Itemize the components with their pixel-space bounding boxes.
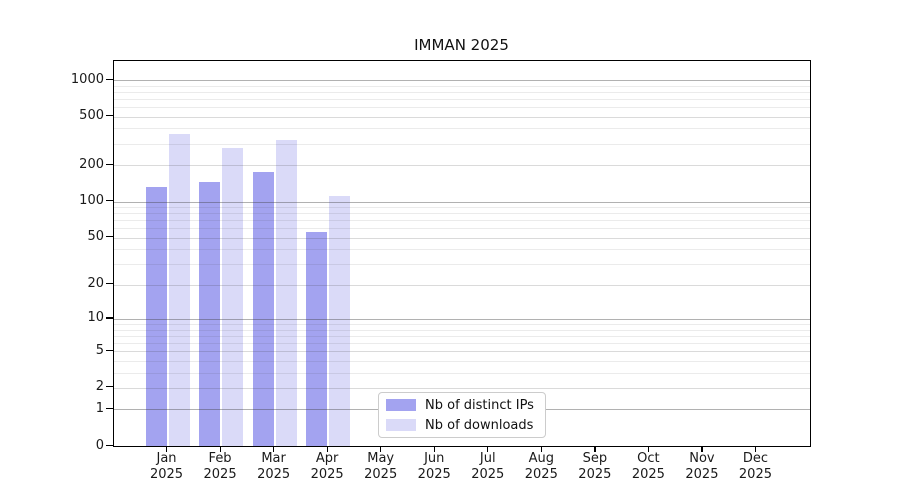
x-tick-mark-feb [219, 446, 221, 452]
y-tick-mark-100 [106, 200, 113, 202]
gridline-500 [114, 116, 810, 118]
gridline-2 [114, 387, 810, 389]
y-tick-mark-1 [106, 407, 113, 409]
bar-distinct-ips-jan [145, 186, 167, 446]
gridline-30 [114, 264, 810, 266]
y-tick-mark-0 [106, 444, 113, 446]
x-tick-mark-mar [273, 446, 275, 452]
bar-distinct-ips-mar [252, 171, 274, 446]
y-tick-label-5: 5 [95, 342, 104, 358]
legend-label-distinct-ips: Nb of distinct IPs [425, 397, 534, 413]
y-tick-mark-2 [106, 386, 113, 388]
bar-downloads-jan [168, 134, 190, 446]
gridline-8 [114, 329, 810, 331]
x-tick-label-nov: Nov 2025 [685, 451, 719, 482]
y-tick-label-50: 50 [87, 229, 104, 245]
gridline-10 [114, 318, 810, 320]
gridline-400 [114, 128, 810, 130]
x-tick-label-jun: Jun 2025 [417, 451, 451, 482]
bar-distinct-ips-apr [306, 231, 328, 446]
y-tick-label-1: 1 [95, 400, 104, 416]
gridline-80 [114, 213, 810, 215]
y-tick-label-10: 10 [87, 310, 104, 326]
gridline-6 [114, 342, 810, 344]
x-tick-label-dec: Dec 2025 [738, 451, 772, 482]
x-tick-label-jul: Jul 2025 [471, 451, 505, 482]
y-tick-label-20: 20 [87, 276, 104, 292]
x-tick-label-oct: Oct 2025 [631, 451, 665, 482]
gridline-50 [114, 237, 810, 239]
gridline-600 [114, 107, 810, 109]
y-tick-mark-500 [106, 115, 113, 117]
x-tick-label-mar: Mar 2025 [257, 451, 291, 482]
x-tick-label-sep: Sep 2025 [578, 451, 612, 482]
legend-item-downloads: Nb of downloads [386, 418, 545, 433]
bar-downloads-feb [222, 148, 244, 446]
gridline-20 [114, 284, 810, 286]
gridline-40 [114, 249, 810, 251]
x-tick-mark-apr [326, 446, 328, 452]
y-tick-mark-200 [106, 163, 113, 165]
x-tick-mark-aug [540, 446, 542, 452]
y-tick-label-1000: 1000 [70, 71, 104, 87]
y-tick-label-2: 2 [95, 379, 104, 395]
x-tick-label-may: May 2025 [364, 451, 398, 482]
legend-label-downloads: Nb of downloads [425, 417, 534, 433]
gridline-900 [114, 85, 810, 87]
y-tick-label-500: 500 [79, 108, 104, 124]
bar-distinct-ips-feb [199, 182, 221, 446]
x-tick-mark-dec [754, 446, 757, 452]
y-tick-label-100: 100 [79, 193, 104, 208]
gridline-90 [114, 207, 810, 209]
legend-swatch-distinct-ips [386, 399, 416, 411]
bar-downloads-mar [275, 139, 297, 446]
gridline-200 [114, 165, 810, 167]
x-tick-label-aug: Aug 2025 [524, 451, 558, 482]
gridline-100 [114, 201, 810, 203]
x-tick-label-feb: Feb 2025 [203, 451, 237, 482]
gridline-800 [114, 91, 810, 93]
gridline-3 [114, 372, 810, 374]
chart-title: IMMAN 2025 [414, 36, 509, 54]
gridline-70 [114, 220, 810, 222]
x-tick-mark-jul [487, 446, 489, 452]
y-tick-label-0: 0 [95, 437, 104, 453]
gridline-5 [114, 351, 810, 353]
gridline-1000 [114, 80, 810, 81]
legend-swatch-downloads [386, 419, 416, 431]
y-tick-mark-10 [106, 317, 113, 319]
y-tick-mark-20 [106, 283, 113, 285]
y-tick-mark-5 [106, 349, 113, 351]
gridline-9 [114, 324, 810, 326]
gridline-300 [114, 143, 810, 145]
x-tick-mark-jan [166, 446, 168, 452]
plot-area [113, 60, 811, 447]
x-tick-mark-jun [433, 446, 435, 452]
x-tick-mark-sep [594, 446, 596, 452]
y-tick-mark-50 [106, 236, 113, 238]
gridline-4 [114, 360, 810, 362]
gridline-60 [114, 228, 810, 230]
x-tick-label-apr: Apr 2025 [310, 451, 344, 482]
x-tick-mark-oct [647, 446, 650, 452]
x-tick-mark-nov [701, 446, 703, 452]
x-tick-label-jan: Jan 2025 [149, 451, 184, 482]
y-tick-mark-1000 [106, 78, 113, 80]
gridline-7 [114, 335, 810, 337]
legend: Nb of distinct IPs Nb of downloads [378, 392, 546, 438]
y-tick-label-200: 200 [79, 156, 104, 172]
x-tick-mark-may [380, 446, 382, 452]
gridline-700 [114, 98, 810, 100]
legend-item-distinct-ips: Nb of distinct IPs [386, 398, 545, 413]
bar-downloads-apr [329, 195, 351, 446]
